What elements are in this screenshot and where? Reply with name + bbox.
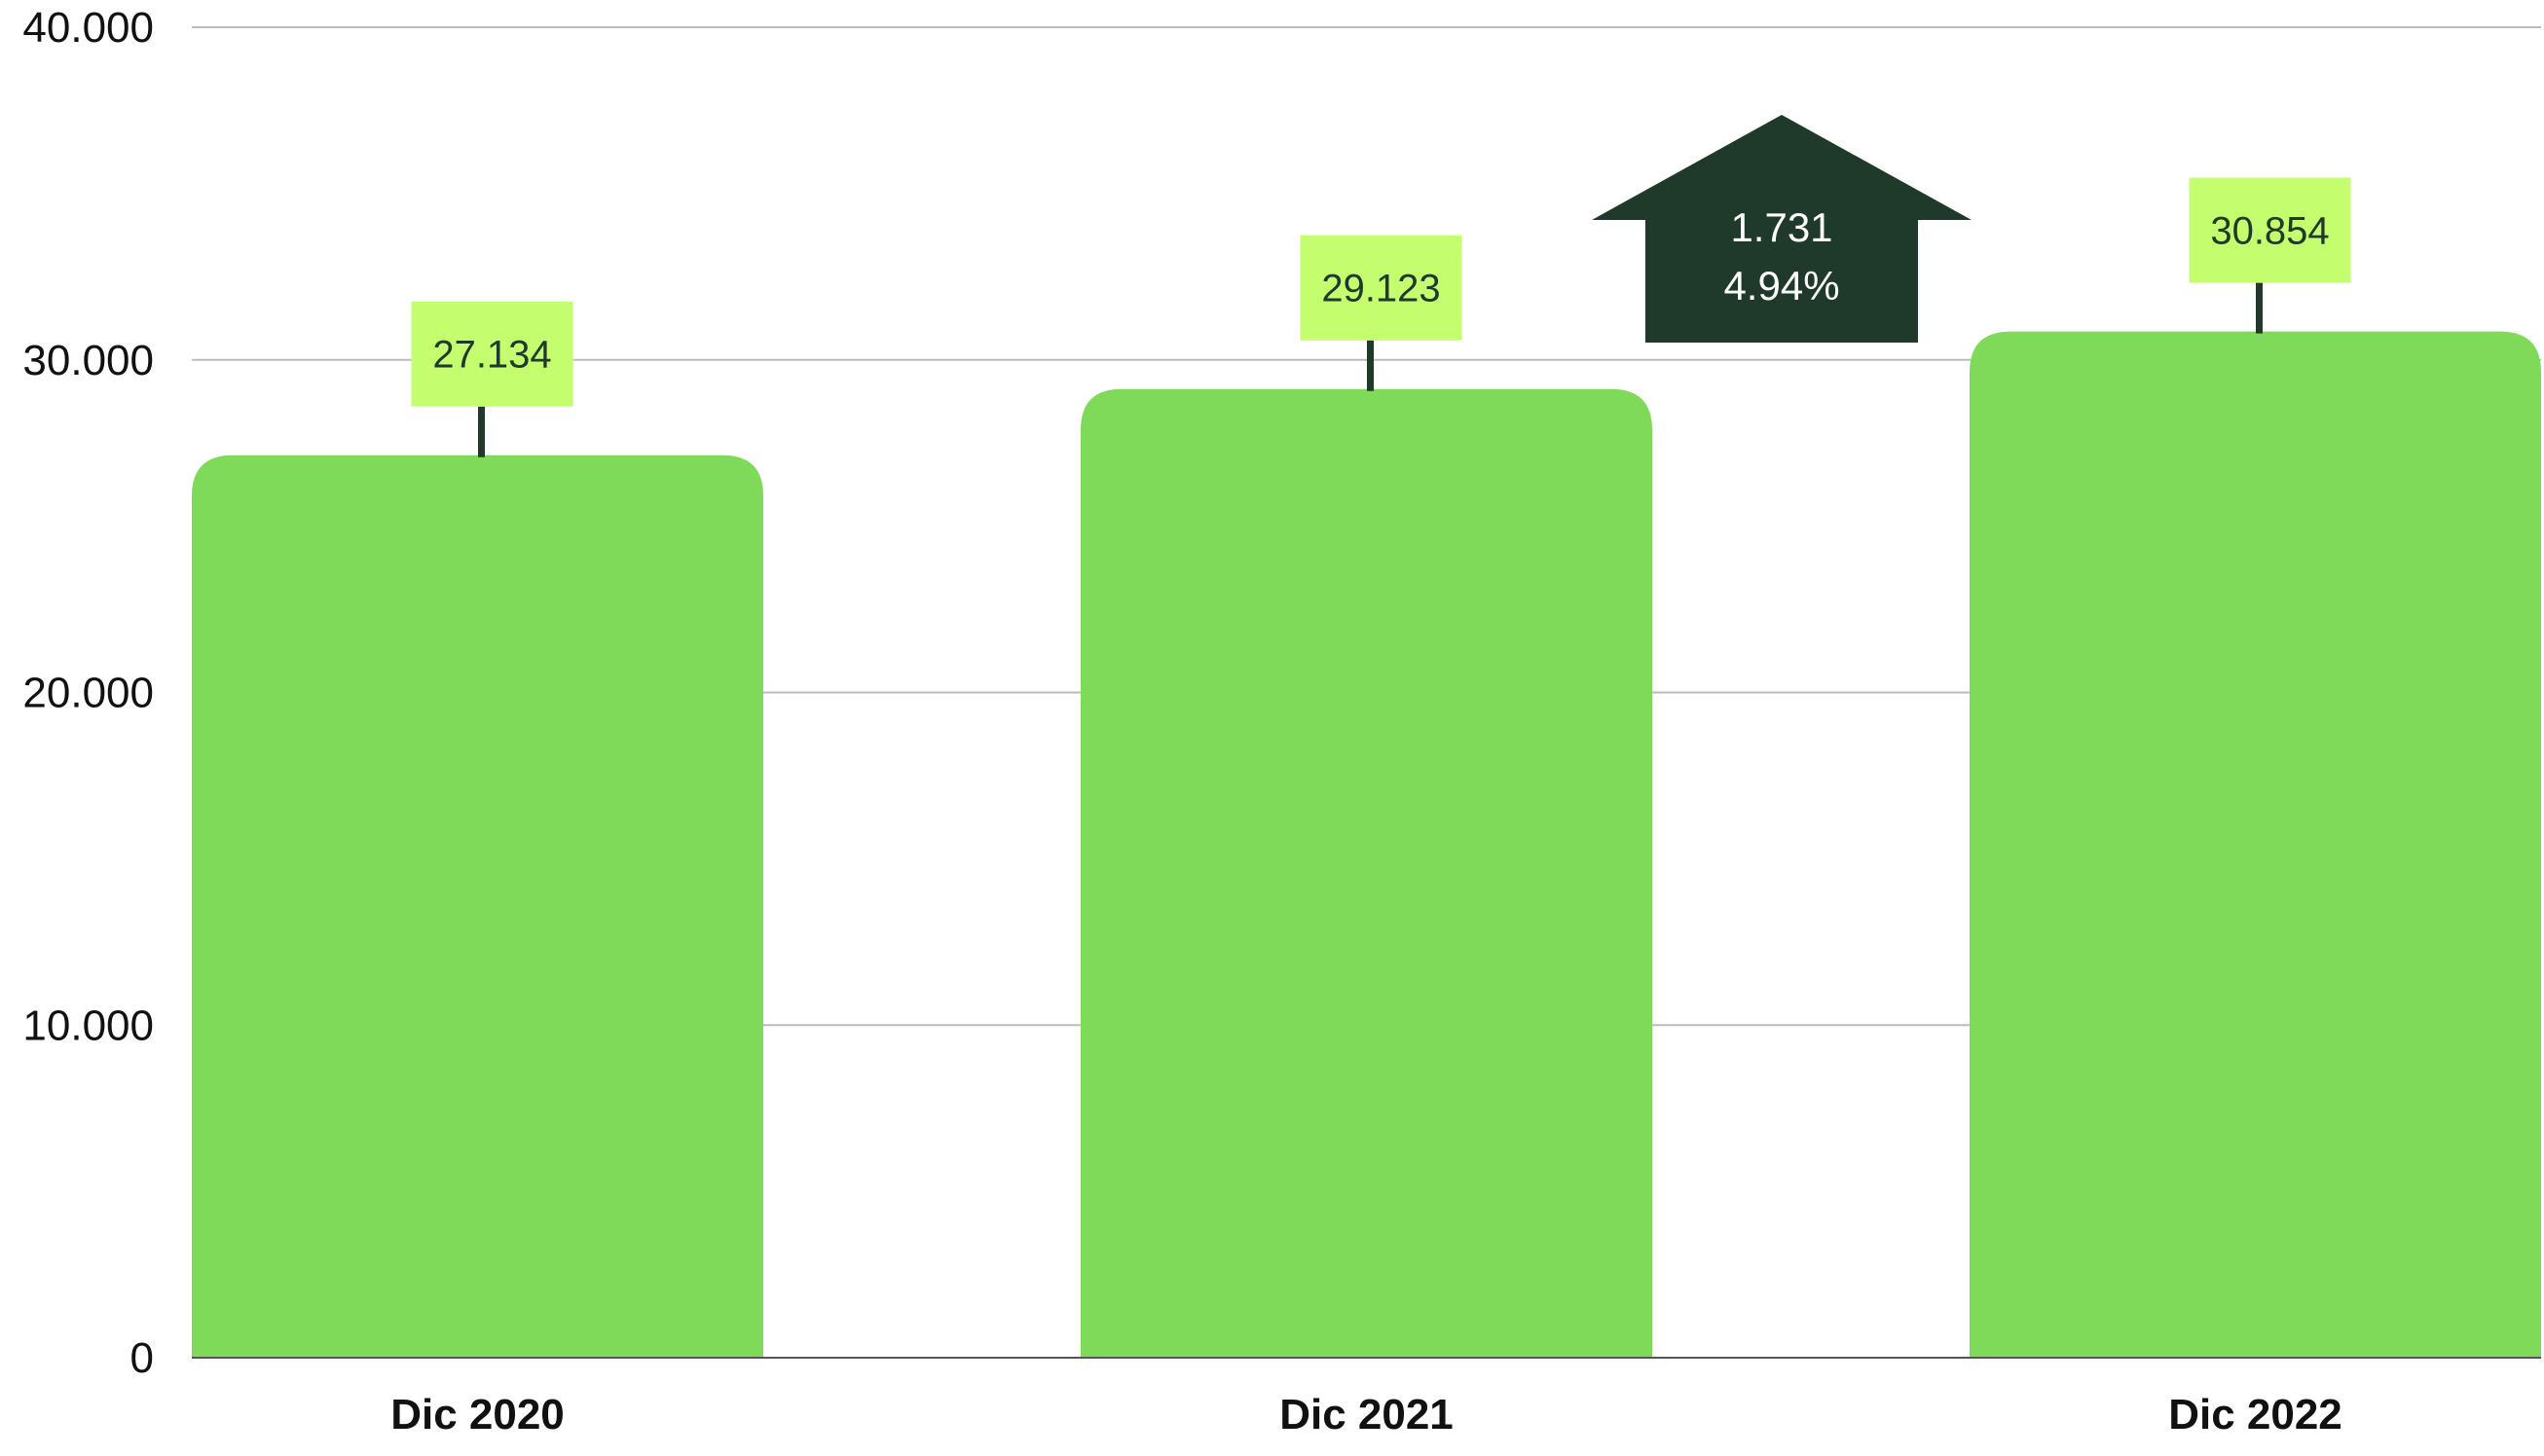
data-label: 29.123 [1321,268,1440,310]
bar [1970,331,2541,1358]
data-label: 27.134 [432,334,551,377]
x-category-label: Dic 2022 [2168,1391,2342,1438]
increase-percent-label: 4.94% [1723,263,1839,309]
labels-layer: 27.134 29.123 30.854 [411,177,2351,457]
bar [192,455,763,1358]
data-label-box [1300,235,1462,341]
bars-layer [192,331,2541,1359]
y-tick-label: 40.000 [22,4,154,52]
y-tick-label: 0 [130,1334,154,1382]
data-label-box [411,301,573,407]
x-category-label: Dic 2020 [390,1391,565,1438]
bar [1081,388,1652,1359]
annotation-layer: 1.731 4.94% [1592,115,1972,343]
increase-difference-label: 1.731 [1730,204,1832,250]
y-tick-label: 20.000 [22,670,154,717]
y-tick-label: 30.000 [22,337,154,384]
increase-arrow-icon [1592,115,1972,343]
axis-layer: 0 10.000 20.000 30.000 40.000 Dic 2020 Dic 202… [22,4,2541,1438]
y-tick-label: 10.000 [22,1001,154,1049]
data-label-box [2189,177,2351,283]
data-label: 30.854 [2210,210,2329,253]
x-category-label: Dic 2021 [1279,1391,1454,1438]
